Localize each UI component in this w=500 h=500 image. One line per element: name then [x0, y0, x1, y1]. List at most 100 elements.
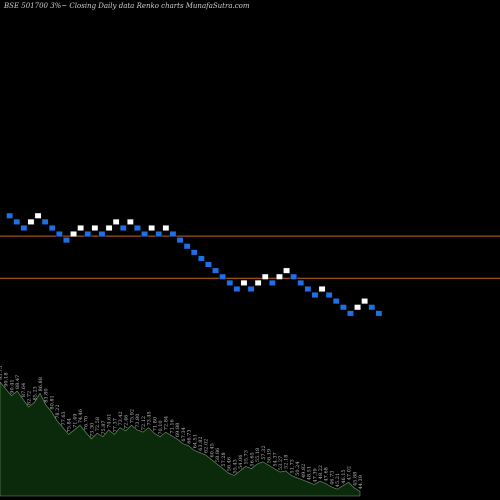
- volume-label: 82.72: [27, 391, 33, 405]
- volume-label: 74.61: [107, 414, 113, 428]
- volume-label: 77.63: [61, 411, 67, 425]
- volume-label: 48.22: [318, 465, 324, 479]
- volume-label: 45.21: [335, 473, 341, 487]
- renko-brick-down: [48, 224, 56, 231]
- renko-brick-up: [112, 218, 120, 225]
- renko-brick-down: [56, 231, 63, 238]
- volume-label: 90.18: [4, 372, 10, 386]
- renko-brick-down: [134, 224, 141, 231]
- volume-area-path: [0, 381, 361, 497]
- volume-label: 87.64: [21, 383, 27, 397]
- volume-label: 71.49: [72, 414, 78, 428]
- volume-label: 51.73: [289, 459, 295, 473]
- renko-brick-up: [27, 218, 35, 225]
- volume-label: 72.84: [164, 416, 170, 430]
- renko-brick-down: [176, 237, 184, 244]
- renko-brick-down: [347, 310, 354, 317]
- volume-label: 72.12: [141, 416, 147, 430]
- renko-brick-up: [361, 298, 369, 305]
- renko-brick-up: [240, 279, 248, 286]
- volume-label: 46.73: [329, 471, 335, 485]
- renko-brick-down: [325, 292, 333, 298]
- volume-label: 71.80: [152, 417, 158, 431]
- volume-label: 47.39: [312, 468, 318, 482]
- renko-brick-up: [261, 273, 269, 280]
- renko-brick-up: [318, 286, 326, 292]
- volume-label: 50.24: [295, 461, 301, 475]
- volume-label: 85.23: [32, 386, 38, 400]
- volume-label: 49.82: [301, 464, 307, 478]
- volume-label: 75.87: [101, 420, 107, 434]
- volume-label: 73.42: [118, 411, 124, 425]
- volume-label: 76.70: [84, 416, 90, 430]
- renko-brick-down: [98, 231, 106, 238]
- volume-label: 54.06: [238, 455, 244, 469]
- renko-brick-up: [254, 279, 262, 286]
- renko-brick-down: [269, 279, 276, 286]
- volume-label: 64.51: [192, 434, 198, 448]
- renko-brick-up: [77, 224, 85, 231]
- volume-label: 57.28: [221, 452, 227, 466]
- volume-label: 80.81: [49, 395, 55, 409]
- volume-label: 70.10: [158, 420, 164, 434]
- volume-label: 57.32: [261, 445, 267, 459]
- volume-label: 67.34: [181, 427, 187, 441]
- volume-label: 88.47: [15, 375, 21, 389]
- volume-label: 60.45: [209, 443, 215, 457]
- renko-brick-down: [6, 212, 14, 219]
- volume-label: 78.22: [55, 404, 61, 418]
- volume-label: 56.65: [249, 452, 255, 466]
- renko-bricks: [6, 212, 383, 317]
- volume-label: 83.80: [44, 388, 50, 402]
- renko-brick-down: [233, 286, 241, 292]
- renko-brick-down: [197, 255, 205, 262]
- volume-label: 71.16: [169, 419, 175, 433]
- volume-area: [0, 381, 361, 497]
- renko-brick-down: [13, 218, 21, 225]
- renko-brick-down: [20, 224, 28, 231]
- volume-label: 66.73: [187, 429, 193, 443]
- volume-label: 86.88: [38, 377, 44, 391]
- volume-label: 55.43: [232, 459, 238, 473]
- volume-label: 63.82: [198, 436, 204, 450]
- volume-label: 75.84: [67, 418, 73, 432]
- volume-label: 74.46: [78, 409, 84, 423]
- volume-label: 52.18: [284, 455, 290, 469]
- reference-lines: [0, 235, 500, 279]
- renko-brick-down: [84, 231, 92, 238]
- chart-title: BSE 501700 3%~ Closing Daily data Renko …: [3, 2, 250, 10]
- volume-label: 62.02: [204, 439, 210, 453]
- renko-brick-down: [119, 224, 127, 231]
- renko-brick-down: [304, 286, 312, 292]
- volume-label: 58.86: [215, 448, 221, 462]
- volume-label: 48.51: [307, 466, 313, 480]
- renko-brick-down: [190, 249, 198, 256]
- volume-label: 73.45: [147, 411, 153, 425]
- volume-label: 53.27: [278, 456, 284, 470]
- renko-brick-up: [276, 273, 283, 280]
- renko-brick-up: [70, 231, 77, 238]
- renko-brick-down: [247, 286, 255, 292]
- renko-brick-down: [226, 279, 234, 286]
- volume-label: 77.37: [112, 418, 118, 432]
- renko-brick-down: [375, 310, 383, 317]
- renko-brick-down: [311, 292, 319, 298]
- volume-label: 55.73: [244, 450, 250, 464]
- renko-brick-up: [91, 224, 99, 231]
- renko-brick-down: [63, 237, 70, 244]
- volume-label: 72.58: [95, 417, 101, 431]
- volume-label: 55.18: [255, 448, 261, 462]
- renko-brick-down: [41, 218, 49, 225]
- volume-label: 95.75: [0, 366, 4, 380]
- volume-label: 56.46: [227, 457, 233, 471]
- renko-brick-down: [368, 304, 376, 311]
- renko-brick-down: [183, 243, 191, 250]
- renko-brick-up: [162, 224, 170, 231]
- volume-label: 73.30: [89, 423, 95, 437]
- renko-brick-down: [141, 231, 148, 238]
- volume-label: 46.15: [341, 469, 347, 483]
- volume-label: 72.46: [124, 415, 130, 429]
- volume-label: 69.88: [175, 423, 181, 437]
